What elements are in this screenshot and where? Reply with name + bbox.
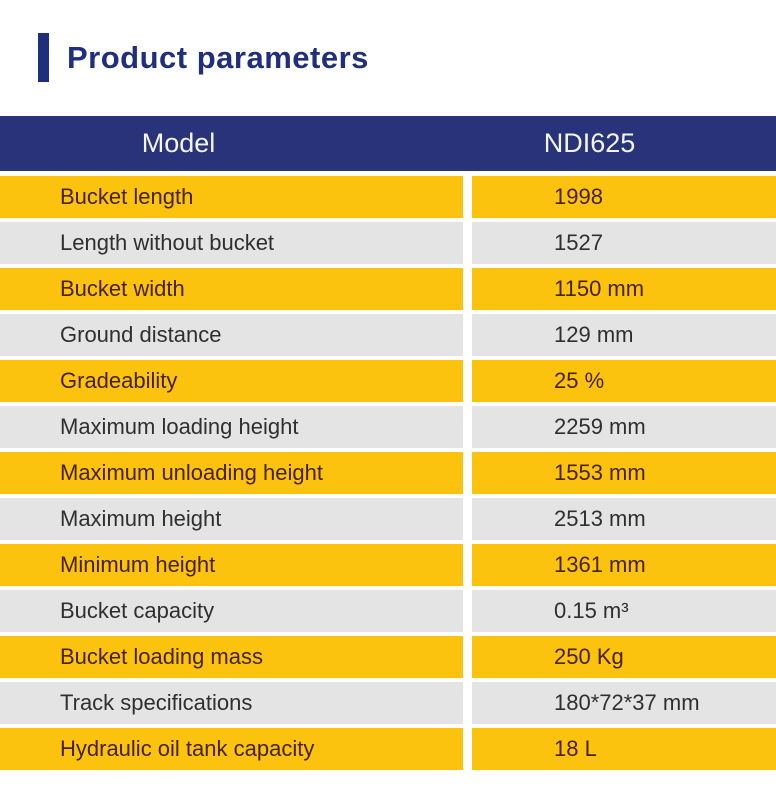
param-label: Bucket width [0,268,463,310]
param-label: Bucket loading mass [0,636,463,678]
param-value: 1150 mm [472,268,776,310]
param-label: Length without bucket [0,222,463,264]
param-value: 250 Kg [472,636,776,678]
param-label: Hydraulic oil tank capacity [0,728,463,770]
table-row: Minimum height 1361 mm [0,544,776,586]
param-value: 25 % [472,360,776,402]
param-value: 1998 [472,176,776,218]
table-row: Track specifications 180*72*37 mm [0,682,776,724]
table-row: Bucket capacity 0.15 m³ [0,590,776,632]
header-model-label: Model [141,128,216,158]
table-row: Ground distance 129 mm [0,314,776,356]
param-label: Bucket length [0,176,463,218]
param-value: 1527 [472,222,776,264]
param-value: 0.15 m³ [472,590,776,632]
param-label: Bucket capacity [0,590,463,632]
table-row: Bucket width 1150 mm [0,268,776,310]
param-label: Ground distance [0,314,463,356]
table-body: Bucket length 1998 Length without bucket… [0,176,776,770]
param-label: Maximum loading height [0,406,463,448]
table-row: Bucket loading mass 250 Kg [0,636,776,678]
table-row: Maximum height 2513 mm [0,498,776,540]
param-value: 1553 mm [472,452,776,494]
table-row: Gradeability 25 % [0,360,776,402]
table-header-row: Model NDI625 [0,116,776,171]
param-label: Gradeability [0,360,463,402]
param-value: 1361 mm [472,544,776,586]
param-label: Maximum unloading height [0,452,463,494]
param-label: Maximum height [0,498,463,540]
table-row: Hydraulic oil tank capacity 18 L [0,728,776,770]
param-value: 2513 mm [472,498,776,540]
param-value: 18 L [472,728,776,770]
title-accent-bar [38,32,49,82]
table-row: Length without bucket 1527 [0,222,776,264]
page-title: Product parameters [67,39,369,75]
spec-table: Model NDI625 Bucket length 1998 Length w… [0,116,776,770]
header-model-value: NDI625 [543,128,636,158]
table-row: Maximum loading height 2259 mm [0,406,776,448]
param-label: Minimum height [0,544,463,586]
title-section: Product parameters [0,0,776,82]
param-value: 180*72*37 mm [472,682,776,724]
table-row: Maximum unloading height 1553 mm [0,452,776,494]
param-label: Track specifications [0,682,463,724]
param-value: 2259 mm [472,406,776,448]
table-row: Bucket length 1998 [0,176,776,218]
param-value: 129 mm [472,314,776,356]
